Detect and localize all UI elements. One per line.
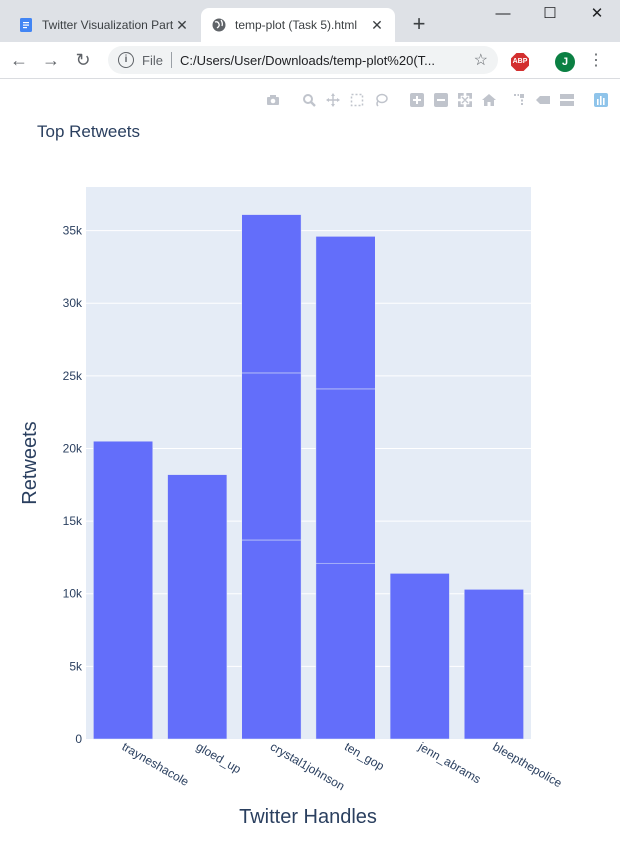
reset-axes-icon[interactable]	[482, 93, 496, 107]
url-text[interactable]: C:/Users/User/Downloads/temp-plot%20(T..…	[179, 52, 435, 68]
x-tick-label: jenn_abrams	[415, 739, 483, 786]
y-tick-label: 15k	[63, 514, 83, 528]
y-tick-label: 5k	[69, 659, 83, 673]
y-axis-title: Retweets	[19, 421, 41, 504]
divider	[170, 52, 172, 68]
y-tick-label: 20k	[63, 441, 83, 455]
bar-segment[interactable]	[315, 388, 376, 564]
plotly-modebar	[266, 90, 618, 110]
browser-toolbar: ← → ↻ i File C:/Users/User/Downloads/tem…	[0, 42, 620, 79]
chart-title: Top Retweets	[37, 122, 140, 141]
profile-avatar[interactable]: J	[555, 52, 575, 72]
y-tick-label: 0	[75, 732, 82, 746]
y-tick-label: 30k	[63, 296, 83, 310]
x-tick-label: ten_gop	[342, 739, 387, 773]
reload-icon[interactable]: ↻	[75, 50, 91, 70]
zoom-icon[interactable]	[302, 93, 316, 107]
bar-segment[interactable]	[167, 474, 228, 740]
info-icon[interactable]: i	[118, 52, 134, 68]
spike-lines-icon[interactable]	[512, 93, 526, 107]
x-tick-label: bleepthepolice	[490, 739, 564, 790]
lasso-select-icon[interactable]	[374, 93, 388, 107]
address-bar[interactable]: i File C:/Users/User/Downloads/temp-plot…	[108, 46, 498, 74]
minimize-button[interactable]: —	[495, 5, 511, 22]
x-tick-label: gloed_up	[194, 739, 244, 776]
browser-tab-bar: Twitter Visualization Part ✕ temp-plot (…	[0, 0, 620, 42]
tab-twitter-visualization[interactable]: Twitter Visualization Part ✕	[8, 8, 200, 42]
gridlines	[86, 230, 531, 667]
bookmark-star-icon[interactable]: ☆	[473, 52, 488, 69]
pan-icon[interactable]	[326, 93, 340, 107]
back-icon[interactable]: ←	[10, 50, 28, 70]
zoom-out-icon[interactable]	[434, 93, 448, 107]
plotly-logo-icon[interactable]	[594, 93, 608, 107]
docs-icon	[20, 18, 32, 32]
y-tick-label: 25k	[63, 369, 83, 383]
bar-segment[interactable]	[93, 440, 153, 740]
y-tick-label: 35k	[63, 224, 83, 238]
camera-icon[interactable]	[266, 93, 280, 107]
forward-icon[interactable]: →	[42, 50, 60, 70]
maximize-button[interactable]: ☐	[543, 5, 557, 22]
bar-segment[interactable]	[241, 214, 302, 374]
close-window-button[interactable]: ✕	[590, 5, 604, 22]
adblock-extension-icon[interactable]: ABP	[511, 53, 529, 71]
x-axis-title: Twitter Handles	[239, 806, 377, 828]
hover-compare-icon[interactable]	[560, 93, 574, 107]
bar-segment[interactable]	[241, 372, 302, 541]
x-tick-label: crystal1johnson	[268, 739, 347, 793]
bar-segment[interactable]	[389, 573, 450, 740]
close-tab-icon[interactable]: ✕	[371, 16, 383, 33]
bar-segment[interactable]	[464, 589, 524, 740]
bar-segment[interactable]	[315, 562, 376, 740]
x-axis-ticks: trayneshacole gloed_up crystal1johnsonten_…	[120, 739, 565, 793]
globe-icon	[212, 18, 226, 32]
zoom-in-icon[interactable]	[410, 93, 424, 107]
close-tab-icon[interactable]: ✕	[176, 16, 188, 33]
x-tick-label: trayneshacole	[120, 739, 192, 789]
bar-segment[interactable]	[241, 539, 302, 740]
scheme-label: File	[142, 52, 163, 68]
autoscale-icon[interactable]	[458, 93, 472, 107]
box-select-icon[interactable]	[350, 93, 364, 107]
bars	[93, 214, 524, 740]
y-axis-ticks: 0 5k 10k 15k 20k 25k 30k 35k	[63, 224, 83, 746]
tab-title: Twitter Visualization Part	[42, 18, 174, 32]
bar-chart: Top Retweets 0 5k 10k 15k 20k 25k 30k 35k trayn…	[19, 122, 565, 828]
y-tick-label: 10k	[63, 587, 83, 601]
bar-segment[interactable]	[315, 236, 376, 390]
new-tab-button[interactable]: +	[412, 11, 426, 36]
hover-closest-icon[interactable]	[536, 93, 550, 107]
plot-area	[86, 187, 531, 739]
tab-title: temp-plot (Task 5).html	[235, 18, 358, 32]
tab-temp-plot[interactable]: temp-plot (Task 5).html ✕	[201, 8, 395, 42]
more-menu-icon[interactable]: ⋮	[588, 52, 604, 69]
